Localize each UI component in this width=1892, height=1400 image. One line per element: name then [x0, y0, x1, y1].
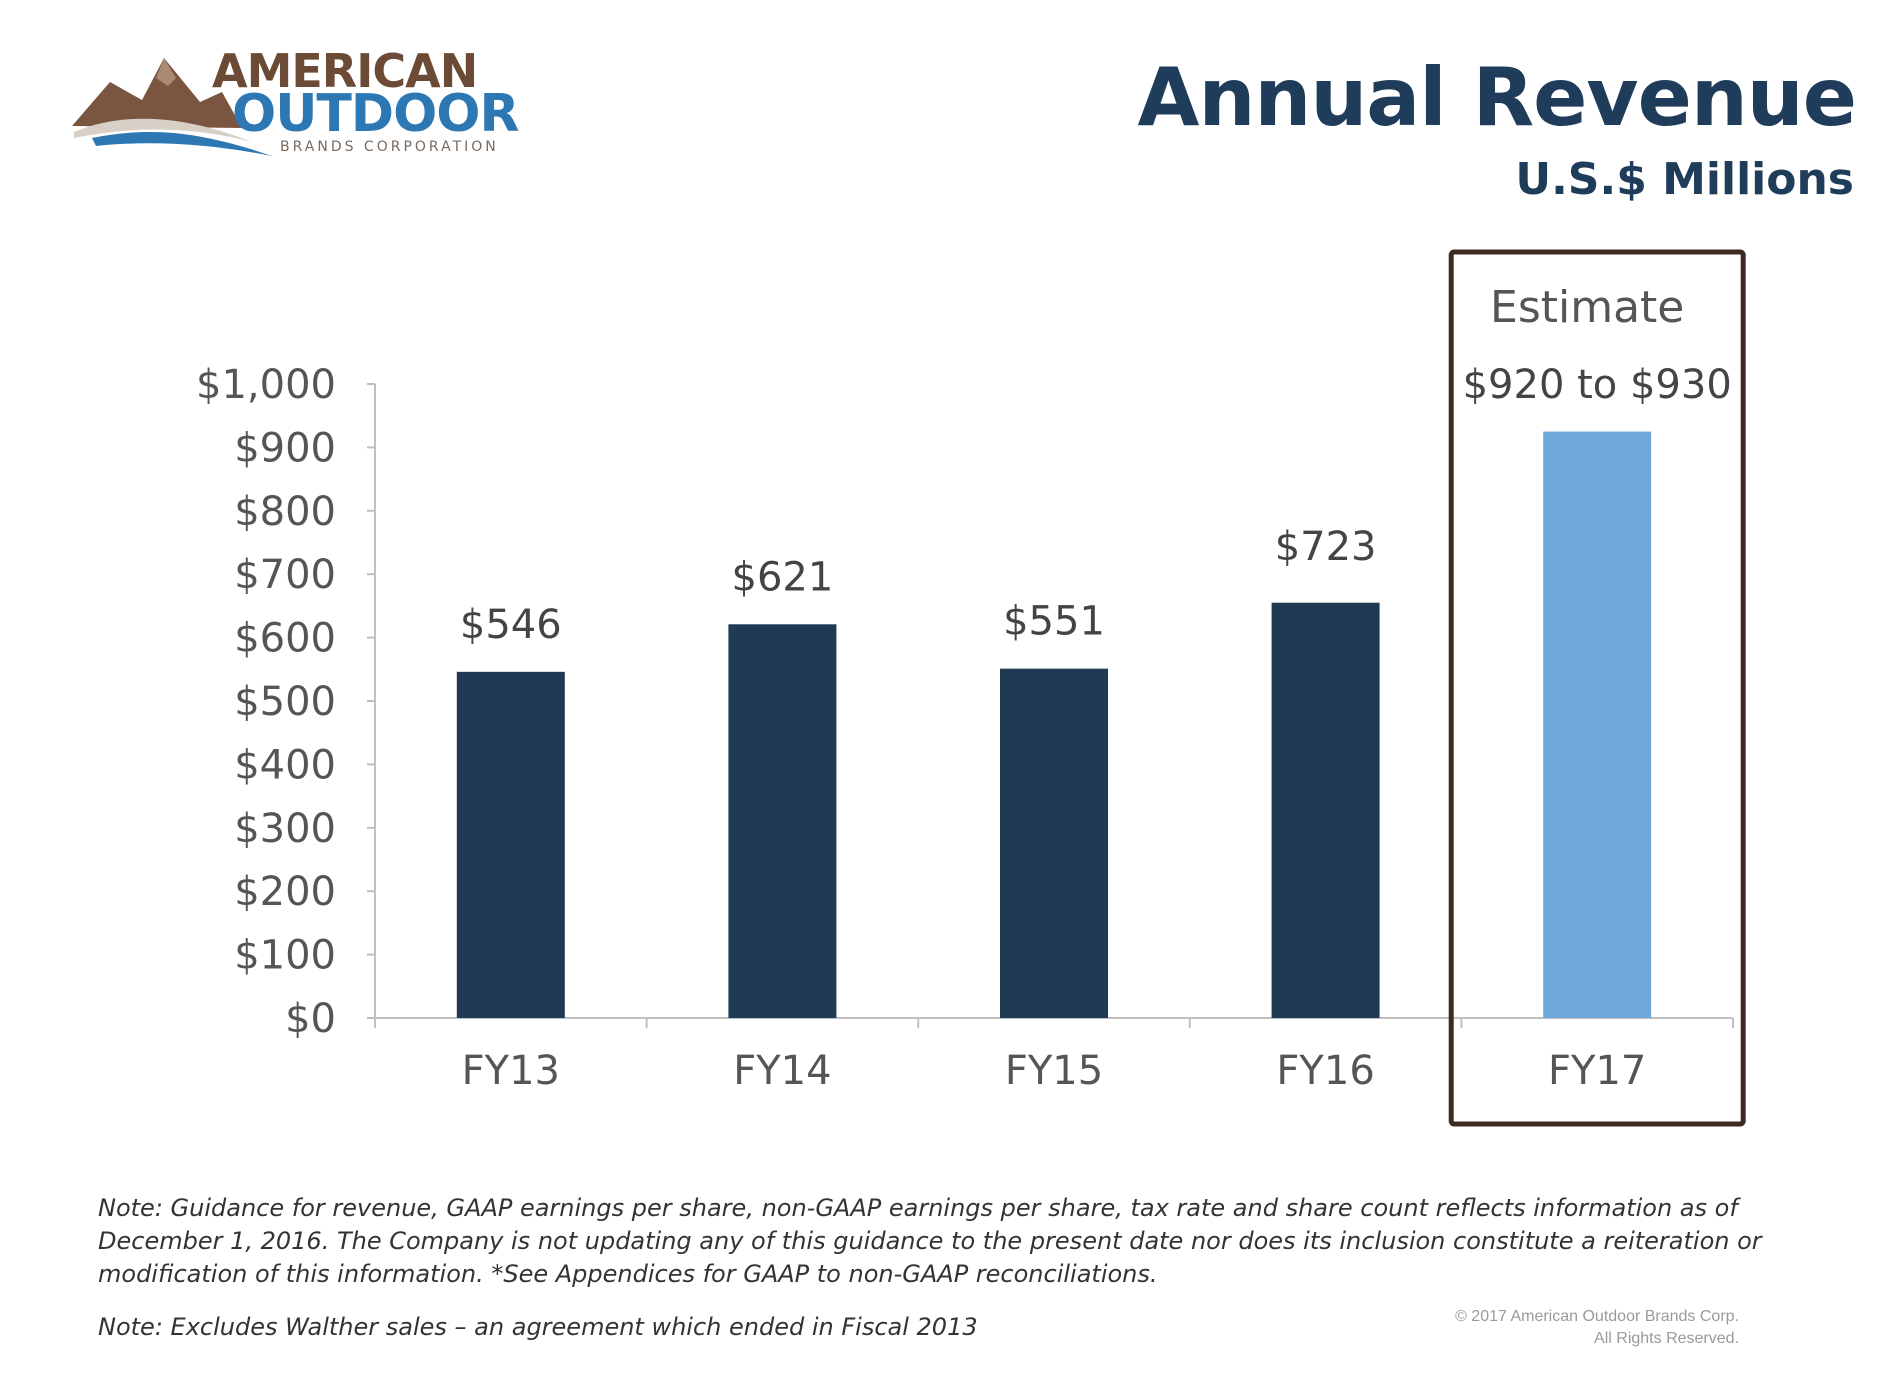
- y-tick-label: $100: [234, 933, 336, 979]
- mountain-logo-icon: [72, 58, 272, 156]
- bar: [728, 624, 837, 1018]
- copyright-line-2: All Rights Reserved.: [1594, 1330, 1739, 1347]
- y-tick-label: $600: [234, 616, 336, 662]
- guidance-note: Note: Guidance for revenue, GAAP earning…: [98, 1194, 1762, 1288]
- y-tick-label: $0: [285, 996, 336, 1042]
- x-tick-label: FY17: [1548, 1048, 1646, 1094]
- data-label: $920 to $930: [1463, 362, 1732, 408]
- y-tick-label: $200: [234, 869, 336, 915]
- page-subtitle: U.S.$ Millions: [1515, 154, 1854, 205]
- data-label: $723: [1275, 524, 1377, 570]
- bar: [1543, 431, 1652, 1018]
- bar: [1000, 668, 1108, 1018]
- y-tick-label: $500: [234, 679, 336, 725]
- data-label: $621: [732, 554, 834, 600]
- company-logo: AMERICAN OUTDOOR BRANDS CORPORATION: [72, 48, 532, 158]
- x-tick-label: FY13: [462, 1048, 560, 1094]
- page-title: Annual Revenue: [1137, 51, 1857, 144]
- copyright-line-1: © 2017 American Outdoor Brands Corp.: [1455, 1308, 1739, 1325]
- revenue-bar-chart: $0 $100 $200 $300 $400 $500 $600 $700 $800 $900 $1…: [196, 249, 1746, 1127]
- y-tick-label: $300: [234, 806, 336, 852]
- y-tick-label: $800: [234, 489, 336, 535]
- copyright-notice: © 2017 American Outdoor Brands Corp. All…: [1455, 1306, 1739, 1350]
- data-label: $551: [1003, 599, 1105, 645]
- y-tick-label: $900: [234, 425, 336, 471]
- x-tick-label: FY14: [733, 1048, 831, 1094]
- logo-text-outdoor: OUTDOOR: [232, 84, 520, 144]
- x-tick-label: FY15: [1005, 1048, 1103, 1094]
- estimate-highlight-box: [1448, 249, 1746, 1127]
- walther-note: Note: Excludes Walther sales – an agreem…: [98, 1313, 978, 1341]
- data-label: $546: [460, 602, 562, 648]
- logo-text-subtitle: BRANDS CORPORATION: [280, 139, 499, 155]
- logo-text-american: AMERICAN: [212, 44, 478, 98]
- y-tick-label: $700: [234, 552, 336, 598]
- bar: [1271, 602, 1380, 1018]
- estimate-label: Estimate: [1490, 282, 1684, 333]
- bar: [456, 671, 565, 1018]
- y-tick-label: $1,000: [196, 362, 336, 408]
- x-tick-label: FY16: [1276, 1048, 1374, 1094]
- y-tick-label: $400: [234, 742, 336, 788]
